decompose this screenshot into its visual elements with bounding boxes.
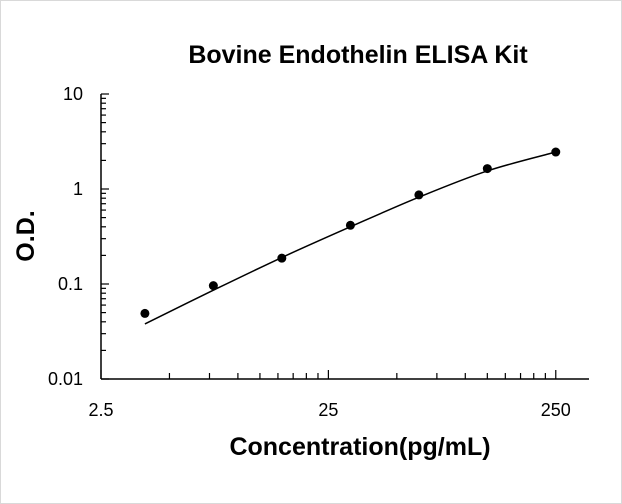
y-axis-title: O.D. [12, 210, 40, 261]
data-point [208, 281, 218, 291]
x-axis-ticks [100, 370, 557, 379]
x-axis-tick-labels: 2.5 25 250 [88, 400, 570, 420]
y-axis-tick-labels: 10 1 0.1 0.01 [48, 84, 83, 389]
y-tick-label: 0.01 [48, 369, 83, 389]
data-point [414, 190, 424, 200]
y-tick-label: 1 [73, 179, 83, 199]
data-point [277, 253, 287, 263]
y-tick-label: 0.1 [58, 274, 83, 294]
x-tick-label: 25 [318, 400, 338, 420]
fitted-curve [144, 151, 556, 325]
x-tick-label: 250 [541, 400, 571, 420]
x-tick-label: 2.5 [88, 400, 113, 420]
y-axis-ticks [101, 93, 109, 380]
data-point [140, 308, 150, 318]
y-tick-label: 10 [63, 84, 83, 104]
x-axis-title: Concentration(pg/mL) [229, 433, 490, 461]
data-point [345, 220, 355, 230]
axes [100, 94, 589, 380]
data-points [140, 147, 561, 318]
chart-title: Bovine Endothelin ELISA Kit [188, 41, 528, 69]
data-point [482, 164, 492, 174]
data-point [551, 147, 561, 157]
